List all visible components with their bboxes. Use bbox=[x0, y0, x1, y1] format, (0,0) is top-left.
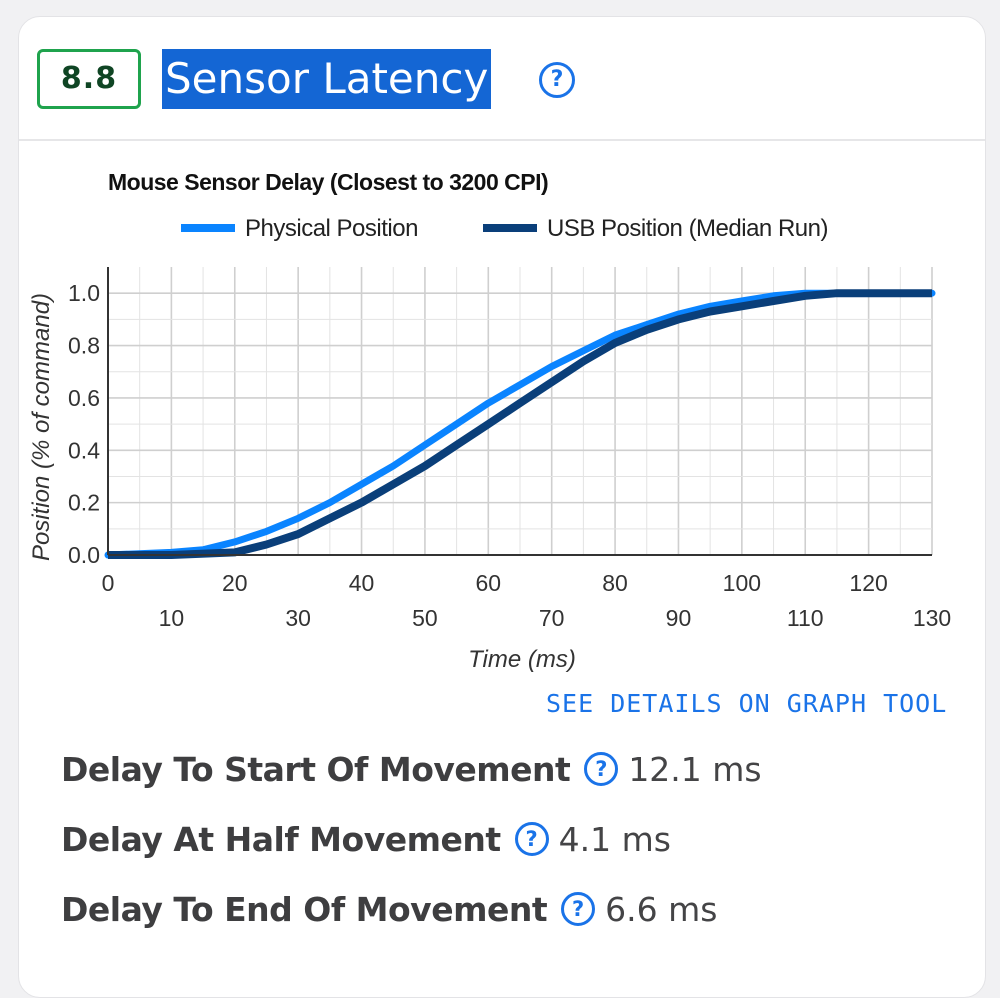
metric-delay-start: Delay To Start Of Movement ? 12.1 ms bbox=[61, 749, 762, 789]
x-tick-label: 100 bbox=[723, 570, 761, 596]
help-icon[interactable]: ? bbox=[514, 822, 549, 856]
y-axis-label: Position (% of command) bbox=[28, 293, 55, 561]
help-icon[interactable]: ? bbox=[539, 62, 575, 98]
x-tick-label: 60 bbox=[476, 570, 502, 596]
x-tick-label: 30 bbox=[285, 605, 311, 631]
metric-delay-end: Delay To End Of Movement ? 6.6 ms bbox=[61, 889, 717, 929]
metric-value: 4.1 ms bbox=[558, 819, 671, 859]
sensor-delay-chart: Mouse Sensor Delay (Closest to 3200 CPI)… bbox=[28, 169, 951, 673]
see-details-link[interactable]: SEE DETAILS ON GRAPH TOOL bbox=[546, 689, 948, 718]
metric-value: 6.6 ms bbox=[605, 889, 718, 929]
chart-title: Mouse Sensor Delay (Closest to 3200 CPI) bbox=[108, 169, 548, 195]
metric-label: Delay To Start Of Movement bbox=[61, 749, 571, 789]
y-tick-label: 0.4 bbox=[68, 437, 100, 463]
x-tick-label: 90 bbox=[666, 605, 692, 631]
x-tick-label: 50 bbox=[412, 605, 438, 631]
x-tick-label: 80 bbox=[602, 570, 628, 596]
metric-label: Delay To End Of Movement bbox=[61, 889, 548, 929]
x-tick-label: 40 bbox=[349, 570, 375, 596]
chart-grid bbox=[107, 267, 933, 556]
x-tick-label: 120 bbox=[849, 570, 887, 596]
card-header: 8.8 Sensor Latency ? bbox=[19, 17, 985, 141]
legend-label-usb: USB Position (Median Run) bbox=[547, 215, 828, 242]
chart-axes bbox=[107, 267, 932, 556]
help-icon[interactable]: ? bbox=[584, 752, 619, 786]
chart-container: Mouse Sensor Delay (Closest to 3200 CPI)… bbox=[19, 17, 985, 682]
x-axis-label: Time (ms) bbox=[468, 646, 576, 673]
metric-label: Delay At Half Movement bbox=[61, 819, 501, 859]
score-badge: 8.8 bbox=[37, 49, 141, 109]
x-tick-label: 70 bbox=[539, 605, 565, 631]
sensor-latency-card: 8.8 Sensor Latency ? Mouse Sensor Delay … bbox=[18, 16, 986, 998]
x-tick-label: 0 bbox=[102, 570, 115, 596]
series-line-usb bbox=[108, 289, 932, 559]
x-tick-label: 110 bbox=[787, 605, 824, 631]
y-tick-label: 0.6 bbox=[68, 385, 100, 411]
x-tick-label: 130 bbox=[913, 605, 951, 631]
y-tick-label: 0.8 bbox=[68, 333, 100, 359]
y-tick-label: 1.0 bbox=[68, 280, 100, 306]
tick-labels: 0 20 40 60 80 100 120 10 30 50 70 90 110 130 0.0 0.2 0.4… bbox=[68, 280, 951, 631]
x-tick-label: 10 bbox=[159, 605, 185, 631]
y-tick-label: 0.2 bbox=[68, 490, 100, 516]
metric-delay-half: Delay At Half Movement ? 4.1 ms bbox=[61, 819, 671, 859]
x-tick-label: 20 bbox=[222, 570, 248, 596]
legend: Physical Position USB Position (Median R… bbox=[181, 215, 828, 242]
legend-label-physical: Physical Position bbox=[245, 215, 418, 242]
section-title: Sensor Latency bbox=[162, 49, 492, 109]
help-icon[interactable]: ? bbox=[561, 892, 596, 926]
metric-value: 12.1 ms bbox=[628, 749, 762, 789]
y-tick-label: 0.0 bbox=[68, 542, 100, 568]
plot-lines bbox=[104, 289, 936, 559]
